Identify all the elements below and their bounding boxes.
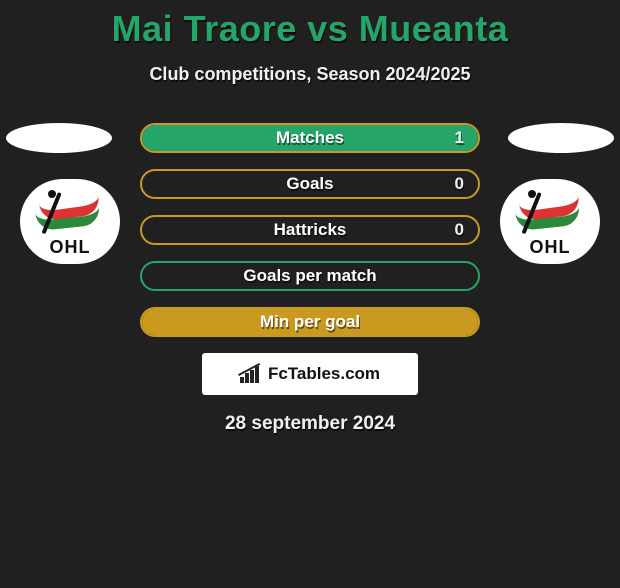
stat-bar-value: 1 (455, 128, 464, 148)
chart-icon (240, 365, 262, 383)
team-right-logo: OHL (500, 179, 600, 264)
stat-bar-label: Goals (286, 174, 333, 194)
stat-bar-label: Goals per match (243, 266, 376, 286)
stat-bar-label: Hattricks (274, 220, 347, 240)
date-label: 28 september 2024 (0, 413, 620, 435)
stat-bar-label: Min per goal (260, 312, 360, 332)
stat-bar-label: Matches (276, 128, 344, 148)
comparison-panel: OHL OHL Matches 1 Goals 0 Hattricks 0 Goals pe… (0, 123, 620, 435)
stats-bars: Matches 1 Goals 0 Hattricks 0 Goals per match M… (140, 123, 480, 337)
subtitle: Club competitions, Season 2024/2025 (0, 64, 620, 85)
ohl-logo-icon: OHL (510, 192, 590, 252)
player-right-avatar-placeholder (508, 123, 614, 153)
stat-bar: Goals 0 (140, 169, 480, 199)
player-left-avatar-placeholder (6, 123, 112, 153)
stat-bar-value: 0 (455, 220, 464, 240)
stat-bar: Matches 1 (140, 123, 480, 153)
team-left-logo-text: OHL (30, 237, 110, 258)
brand-text: FcTables.com (268, 364, 380, 384)
team-right-logo-text: OHL (510, 237, 590, 258)
stat-bar-value: 0 (455, 174, 464, 194)
page-title: Mai Traore vs Mueanta (0, 8, 620, 50)
brand-box: FcTables.com (202, 353, 418, 395)
stat-bar: Min per goal (140, 307, 480, 337)
stat-bar: Goals per match (140, 261, 480, 291)
ohl-logo-icon: OHL (30, 192, 110, 252)
team-left-logo: OHL (20, 179, 120, 264)
stat-bar: Hattricks 0 (140, 215, 480, 245)
